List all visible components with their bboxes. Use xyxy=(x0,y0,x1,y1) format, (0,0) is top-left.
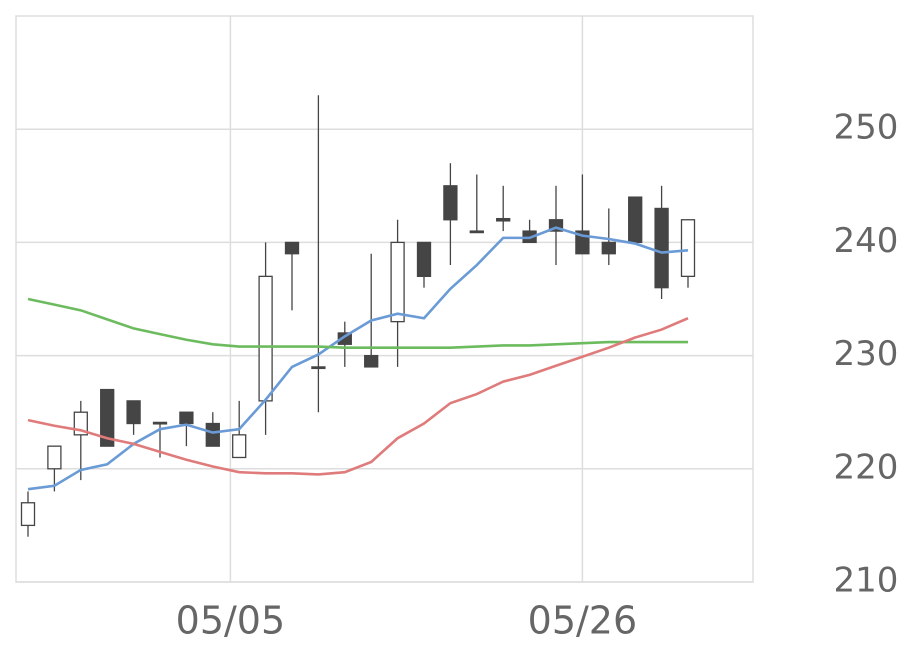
y-tick-label: 240 xyxy=(834,221,899,261)
candle-body xyxy=(205,422,220,447)
candle-body xyxy=(601,241,616,255)
candle-body xyxy=(232,434,247,459)
y-tick-label: 230 xyxy=(834,334,899,374)
moving-average-line xyxy=(27,317,689,476)
candle-body xyxy=(364,354,379,368)
candle-body xyxy=(390,241,405,323)
candle-body xyxy=(258,275,273,402)
moving-average-line xyxy=(27,297,688,349)
candle-body xyxy=(496,217,511,222)
candle-body xyxy=(654,207,669,289)
y-tick-label: 220 xyxy=(834,447,899,487)
candle-body xyxy=(416,241,432,278)
candle-body xyxy=(20,502,36,527)
candle-body xyxy=(47,445,62,470)
candle-body xyxy=(337,332,352,345)
y-tick-label: 210 xyxy=(834,561,899,601)
candle-body xyxy=(548,219,564,232)
candle-body xyxy=(311,366,326,370)
x-tick-label: 05/05 xyxy=(176,599,286,643)
candle-body xyxy=(443,185,458,221)
plot-frame xyxy=(15,15,754,583)
candle-body xyxy=(100,388,115,447)
candle-body xyxy=(179,411,194,425)
moving-average-line xyxy=(27,226,689,491)
y-tick-label: 250 xyxy=(834,108,899,148)
candle-body xyxy=(284,241,300,255)
candle-body xyxy=(126,400,141,425)
candle-body xyxy=(680,219,696,278)
x-tick-label: 05/26 xyxy=(528,599,638,643)
candle-body xyxy=(469,230,484,234)
candle-body xyxy=(152,421,168,425)
candle-body xyxy=(628,196,643,244)
